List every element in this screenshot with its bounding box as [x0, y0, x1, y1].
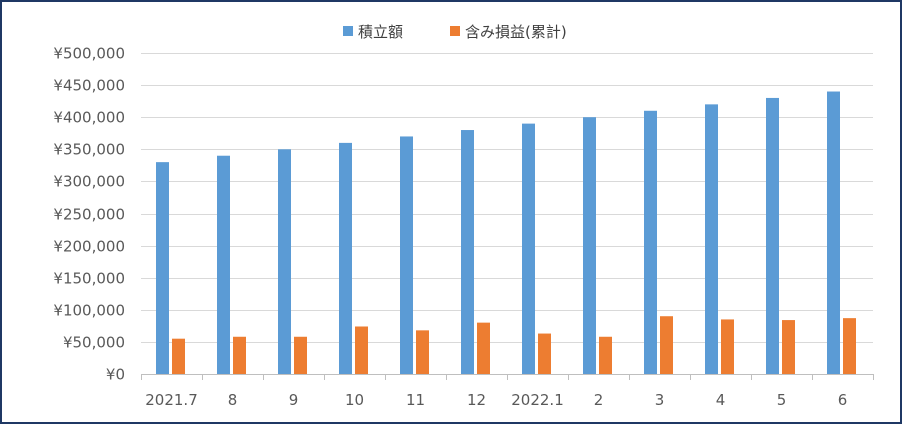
legend-swatch-series-0	[343, 26, 353, 36]
y-tick-label: ¥100,000	[53, 302, 125, 320]
legend-swatch-series-1	[450, 26, 460, 36]
bar-series-1	[477, 322, 490, 374]
bar-series-0	[339, 142, 352, 374]
bar-series-0	[705, 104, 718, 375]
x-tick-label: 3	[655, 391, 665, 409]
x-tick-label: 9	[289, 391, 299, 409]
y-tick-label: ¥450,000	[53, 77, 125, 95]
bar-series-1	[294, 336, 307, 374]
x-tick-label: 11	[406, 391, 425, 409]
x-tick-label: 10	[345, 391, 364, 409]
x-tick-label: 2021.7	[145, 391, 198, 409]
legend-label-series-0: 積立額	[358, 23, 403, 41]
bar-series-0	[461, 130, 474, 374]
y-tick-label: ¥200,000	[53, 238, 125, 256]
bar-series-1	[599, 336, 612, 374]
bar-series-1	[843, 318, 856, 374]
bar-series-0	[156, 162, 169, 374]
bar-series-1	[721, 319, 734, 374]
y-tick-label: ¥50,000	[63, 334, 125, 352]
bar-series-0	[766, 97, 779, 374]
bar-series-0	[217, 155, 230, 374]
y-tick-label: ¥400,000	[53, 109, 125, 127]
legend: 積立額 含み損益(累計)	[343, 23, 567, 41]
bar-series-1	[355, 326, 368, 374]
y-tick-label: ¥250,000	[53, 206, 125, 224]
y-tick-label: ¥0	[106, 366, 125, 384]
y-tick-label: ¥300,000	[53, 173, 125, 191]
bar-series-1	[416, 330, 429, 374]
y-tick-label: ¥350,000	[53, 141, 125, 159]
bar-series-1	[172, 338, 185, 374]
gridlines	[141, 53, 873, 343]
x-tick-label: 4	[716, 391, 726, 409]
bar-series-1	[538, 333, 551, 374]
bar-series-0	[278, 149, 291, 374]
y-axis-ticks: ¥0 ¥50,000 ¥100,000 ¥150,000 ¥200,000 ¥250,00…	[53, 45, 125, 384]
bar-series-1	[233, 336, 246, 374]
bar-series-1	[782, 320, 795, 374]
bars	[156, 91, 856, 375]
x-tick-label: 2022.1	[511, 391, 564, 409]
legend-label-series-1: 含み損益(累計)	[465, 23, 567, 41]
x-tick-label: 12	[467, 391, 486, 409]
x-tick-label: 2	[594, 391, 604, 409]
bar-series-1	[660, 316, 673, 374]
x-tick-label: 8	[228, 391, 238, 409]
x-tick-label: 5	[777, 391, 787, 409]
bar-series-0	[522, 123, 535, 375]
x-tick-label: 6	[838, 391, 848, 409]
y-tick-label: ¥500,000	[53, 45, 125, 63]
y-tick-label: ¥150,000	[53, 270, 125, 288]
x-axis: 2021.7 8 9 10 11 12 2022.1 2 3 4 5 6	[141, 374, 874, 409]
bar-series-0	[583, 117, 596, 374]
bar-series-0	[827, 91, 840, 375]
bar-series-0	[400, 136, 413, 374]
bar-series-0	[644, 110, 657, 374]
